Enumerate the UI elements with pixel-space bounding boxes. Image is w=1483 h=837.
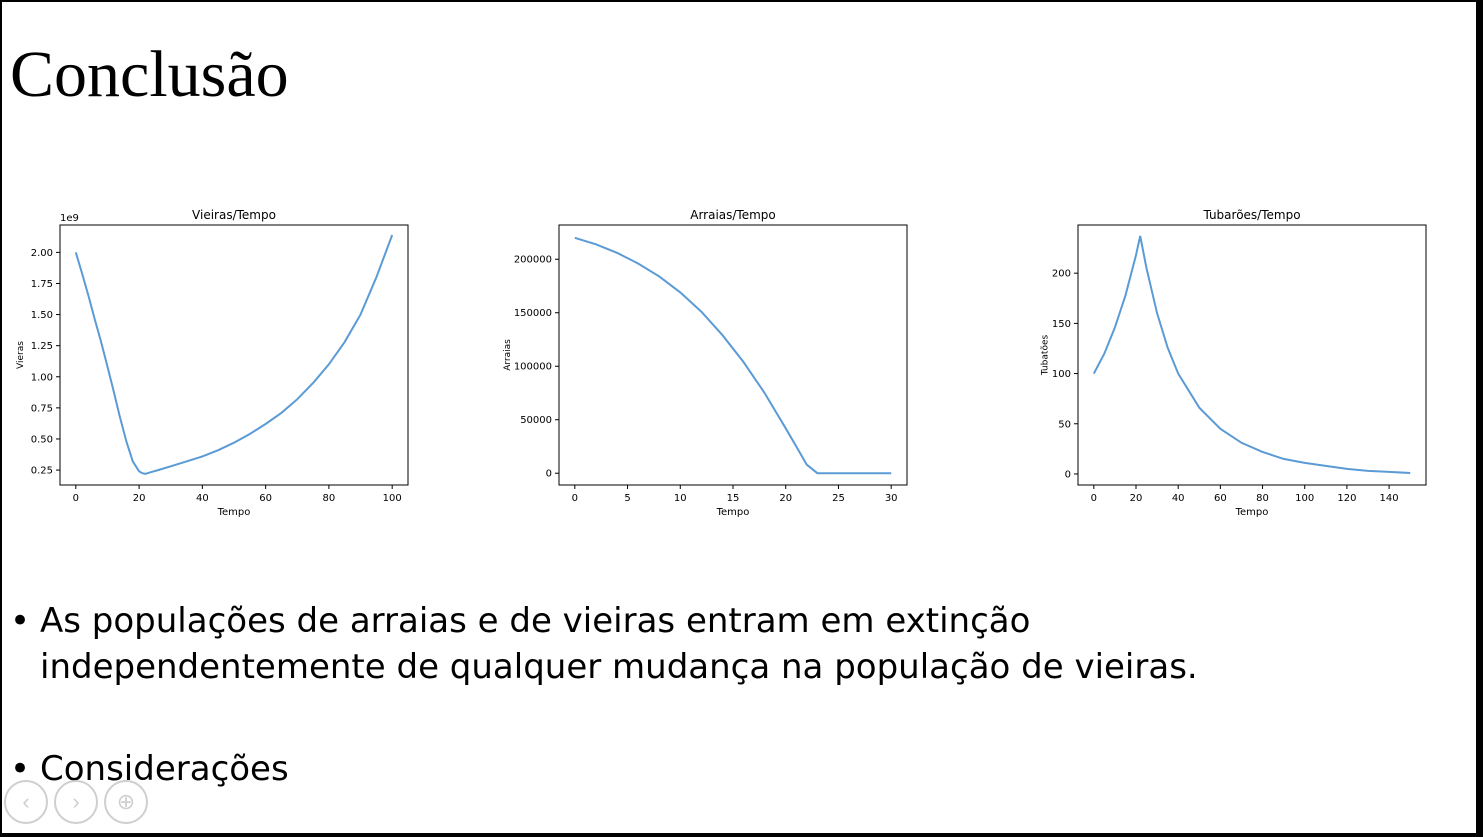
- y-axis-label: Tubatões: [1040, 335, 1050, 377]
- x-tick-label: 0: [73, 493, 79, 504]
- chart-tubaroes: Tubarões/Tempo 0 20 40 60 80 100 120 140 0 50 100 15…: [1028, 197, 1448, 527]
- bullet-list: • As populações de arraias e de vieiras …: [10, 598, 1220, 792]
- slide-title: Conclusão: [10, 38, 289, 111]
- chart-arraias-svg: Arraias/Tempo 0 5 10 15 20 25 30 0 50000 100000 150…: [503, 208, 908, 518]
- x-tick-label: 40: [1172, 493, 1185, 504]
- chart-arraias: Arraias/Tempo 0 5 10 15 20 25 30 0 50000 100000 150…: [503, 197, 929, 527]
- y-tick-label: 200: [1052, 269, 1071, 280]
- x-tick-label: 20: [779, 493, 792, 504]
- x-tick-label: 120: [1337, 493, 1356, 504]
- y-tick-label: 0: [1065, 469, 1071, 480]
- axis-offset-label: 1e9: [60, 213, 79, 224]
- y-tick-label: 50000: [520, 415, 552, 426]
- y-tick-label: 1.75: [31, 279, 53, 290]
- x-tick-label: 20: [133, 493, 146, 504]
- y-axis-label: Arraias: [503, 339, 513, 371]
- y-tick-label: 0: [546, 469, 552, 480]
- x-tick-label: 140: [1380, 493, 1399, 504]
- chart-title: Vieiras/Tempo: [192, 208, 276, 222]
- x-tick-label: 80: [323, 493, 336, 504]
- x-tick-label: 0: [1091, 493, 1097, 504]
- series-line: [74, 234, 394, 475]
- y-tick-label: 100: [1052, 369, 1071, 380]
- y-tick-label: 0.75: [31, 403, 53, 414]
- bullet-item: • As populações de arraias e de vieiras …: [10, 598, 1220, 690]
- x-tick-label: 100: [383, 493, 402, 504]
- bullet-dot: •: [10, 749, 31, 789]
- chart-vieiras: Vieiras/Tempo 1e9 0 20 40 60 80 100 0.25 0.50 0.75…: [10, 197, 430, 527]
- x-tick-label: 60: [259, 493, 272, 504]
- y-tick-label: 0.50: [31, 434, 53, 445]
- y-tick-label: 200000: [514, 255, 552, 266]
- series-line: [574, 236, 892, 475]
- x-axis-label: Tempo: [217, 507, 251, 518]
- plot-frame: [59, 224, 409, 486]
- y-tick-label: 150000: [514, 308, 552, 319]
- bullet-dot: •: [10, 601, 31, 641]
- x-axis-label: Tempo: [1235, 507, 1269, 518]
- series-line: [1092, 235, 1411, 474]
- chart-tubaroes-svg: Tubarões/Tempo 0 20 40 60 80 100 120 140 0 50 100 15…: [1040, 208, 1427, 518]
- plot-frame: [558, 224, 908, 486]
- x-tick-label: 80: [1256, 493, 1269, 504]
- x-tick-label: 60: [1214, 493, 1227, 504]
- x-tick-label: 15: [727, 493, 740, 504]
- x-axis-label: Tempo: [716, 507, 750, 518]
- y-axis-label: Vieras: [16, 341, 26, 369]
- bullet-item: • Considerações: [10, 746, 1220, 792]
- y-tick-label: 150: [1052, 319, 1071, 330]
- x-tick-label: 40: [196, 493, 209, 504]
- y-tick-label: 1.00: [31, 372, 53, 383]
- x-tick-label: 5: [624, 493, 630, 504]
- previous-arrow-icon[interactable]: ‹: [4, 780, 48, 824]
- x-tick-label: 20: [1130, 493, 1143, 504]
- x-tick-label: 100: [1295, 493, 1314, 504]
- y-tick-label: 50: [1058, 419, 1071, 430]
- chart-vieiras-svg: Vieiras/Tempo 1e9 0 20 40 60 80 100 0.25 0.50 0.75…: [16, 208, 409, 518]
- plot-frame: [1077, 224, 1427, 486]
- x-tick-label: 0: [572, 493, 578, 504]
- x-tick-label: 10: [674, 493, 687, 504]
- x-tick-label: 25: [832, 493, 845, 504]
- chart-title: Arraias/Tempo: [690, 208, 776, 222]
- next-arrow-icon[interactable]: ›: [54, 780, 98, 824]
- x-tick-label: 30: [885, 493, 898, 504]
- y-tick-label: 100000: [514, 362, 552, 373]
- y-tick-label: 1.25: [31, 341, 53, 352]
- y-tick-label: 2.00: [31, 248, 53, 259]
- chart-title: Tubarões/Tempo: [1202, 208, 1300, 222]
- slide-navigation: ‹ › ⊕: [4, 780, 148, 824]
- y-tick-label: 1.50: [31, 310, 53, 321]
- y-tick-label: 0.25: [31, 466, 53, 477]
- zoom-icon[interactable]: ⊕: [104, 780, 148, 824]
- bullet-text-conclusion: As populações de arraias e de vieiras en…: [40, 601, 1198, 687]
